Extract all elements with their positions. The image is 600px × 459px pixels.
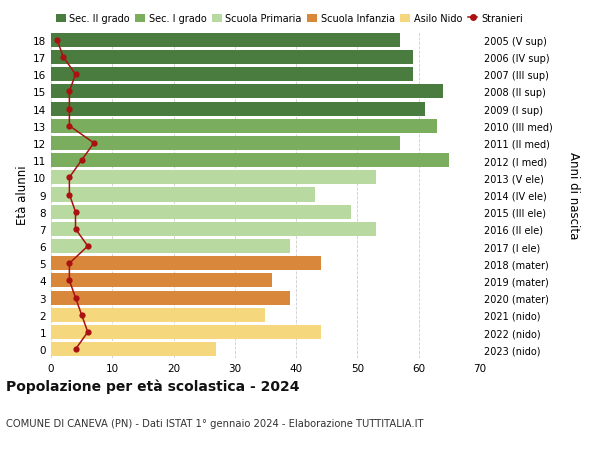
Text: Popolazione per età scolastica - 2024: Popolazione per età scolastica - 2024 (6, 379, 299, 393)
Y-axis label: Anni di nascita: Anni di nascita (567, 151, 580, 239)
Bar (51, 222, 376, 236)
Bar (51, 205, 351, 219)
Bar (51, 291, 290, 305)
Y-axis label: Età alunni: Età alunni (16, 165, 29, 225)
Bar (51, 240, 290, 253)
Bar (51, 274, 272, 288)
Bar (51, 171, 376, 185)
Bar (51, 325, 320, 339)
Text: COMUNE DI CANEVA (PN) - Dati ISTAT 1° gennaio 2024 - Elaborazione TUTTITALIA.IT: COMUNE DI CANEVA (PN) - Dati ISTAT 1° ge… (6, 418, 424, 428)
Bar (51, 137, 400, 151)
Bar (51, 308, 265, 322)
Bar (51, 188, 314, 202)
Bar (51, 51, 413, 65)
Bar (51, 119, 437, 134)
Bar (51, 102, 425, 116)
Bar (51, 342, 217, 357)
Bar (51, 68, 413, 82)
Legend: Sec. II grado, Sec. I grado, Scuola Primaria, Scuola Infanzia, Asilo Nido, Stran: Sec. II grado, Sec. I grado, Scuola Prim… (56, 14, 523, 24)
Bar (51, 257, 320, 271)
Bar (51, 34, 400, 48)
Bar (51, 85, 443, 99)
Bar (51, 154, 449, 168)
